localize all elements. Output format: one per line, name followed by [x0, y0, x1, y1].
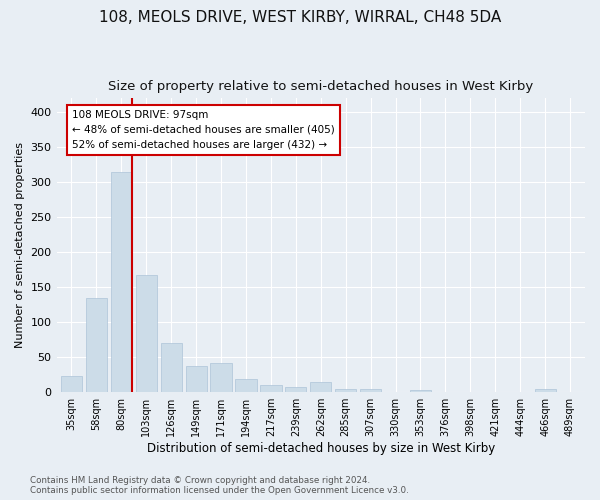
Text: 108, MEOLS DRIVE, WEST KIRBY, WIRRAL, CH48 5DA: 108, MEOLS DRIVE, WEST KIRBY, WIRRAL, CH…	[99, 10, 501, 25]
Bar	[86, 298, 107, 392]
Bar	[235, 379, 257, 392]
Bar	[136, 274, 157, 392]
Bar	[260, 385, 281, 392]
Bar	[410, 390, 431, 392]
Bar	[285, 388, 307, 392]
Text: Contains HM Land Registry data © Crown copyright and database right 2024.
Contai: Contains HM Land Registry data © Crown c…	[30, 476, 409, 495]
Bar	[61, 376, 82, 392]
Bar	[310, 382, 331, 392]
Title: Size of property relative to semi-detached houses in West Kirby: Size of property relative to semi-detach…	[108, 80, 533, 93]
Bar	[111, 172, 132, 392]
Bar	[211, 363, 232, 392]
Text: 108 MEOLS DRIVE: 97sqm
← 48% of semi-detached houses are smaller (405)
52% of se: 108 MEOLS DRIVE: 97sqm ← 48% of semi-det…	[73, 110, 335, 150]
X-axis label: Distribution of semi-detached houses by size in West Kirby: Distribution of semi-detached houses by …	[146, 442, 495, 455]
Bar	[335, 388, 356, 392]
Bar	[161, 342, 182, 392]
Bar	[185, 366, 207, 392]
Bar	[535, 390, 556, 392]
Y-axis label: Number of semi-detached properties: Number of semi-detached properties	[15, 142, 25, 348]
Bar	[360, 390, 381, 392]
